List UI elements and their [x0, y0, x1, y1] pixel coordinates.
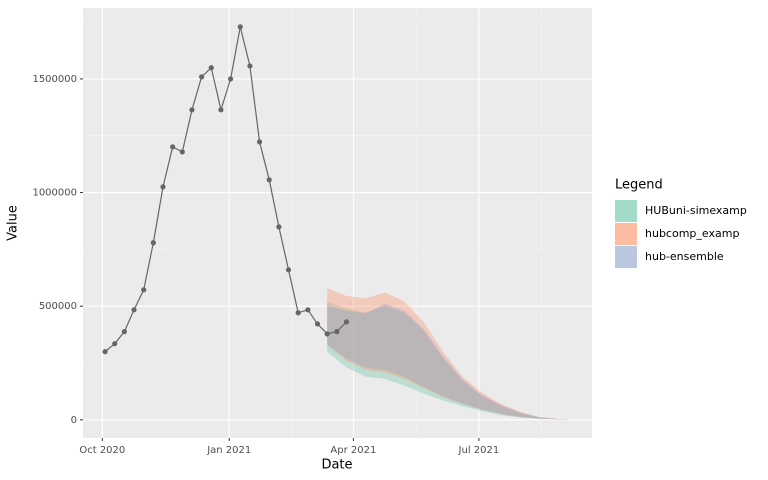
x-tick-label: Jan 2021: [206, 445, 251, 456]
y-tick-label: 500000: [39, 301, 77, 312]
y-tick-label: 1500000: [32, 74, 77, 85]
observed-point: [314, 321, 321, 327]
y-tick-label: 1000000: [32, 188, 77, 199]
legend-label: hubcomp_examp: [645, 227, 739, 240]
legend-key: [615, 246, 637, 268]
legend-title: Legend: [615, 178, 663, 193]
observed-point: [237, 24, 243, 30]
observed-point: [170, 144, 176, 150]
observed-point: [227, 76, 234, 82]
observed-point: [266, 177, 272, 183]
observed-point: [285, 267, 292, 273]
observed-point: [199, 74, 205, 80]
legend-label: HUBuni-simexamp: [645, 204, 747, 217]
observed-point: [160, 184, 166, 190]
legend-key: [615, 223, 637, 245]
x-axis-title: Date: [321, 458, 352, 473]
observed-point: [343, 319, 350, 325]
observed-point: [189, 107, 195, 113]
x-tick-label: Apr 2021: [330, 445, 376, 456]
observed-point: [208, 65, 214, 71]
forecast-band: [327, 288, 569, 420]
observed-point: [102, 349, 108, 355]
legend-label: hub-ensemble: [645, 250, 724, 263]
legend-key: [615, 200, 637, 222]
observed-point: [179, 149, 185, 155]
y-axis-title: Value: [6, 205, 21, 241]
observed-point: [218, 107, 224, 113]
y-tick-label: 0: [71, 415, 77, 426]
panel: [83, 8, 592, 438]
observed-point: [112, 341, 118, 347]
observed-point: [295, 310, 301, 316]
x-tick-label: Jul 2021: [458, 445, 500, 456]
observed-point: [150, 240, 156, 246]
observed-point: [256, 139, 263, 145]
forecast-band: [327, 303, 569, 420]
observed-point: [121, 329, 127, 335]
observed-point: [305, 307, 311, 313]
observed-point: [324, 331, 330, 337]
observed-point: [334, 329, 340, 335]
observed-point: [131, 307, 137, 313]
observed-point: [141, 287, 147, 293]
x-tick-label: Oct 2020: [79, 445, 125, 456]
observed-point: [247, 63, 253, 69]
forecast-band: [327, 301, 569, 420]
observed-point: [276, 224, 282, 230]
